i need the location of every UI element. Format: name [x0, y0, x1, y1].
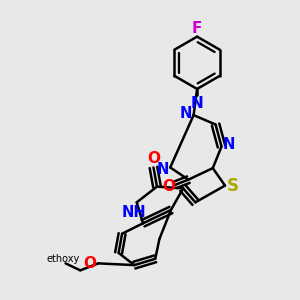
Text: N: N	[223, 137, 236, 152]
Text: N: N	[180, 106, 192, 121]
Text: O: O	[147, 151, 160, 166]
Text: N: N	[156, 162, 169, 177]
Text: O: O	[83, 256, 96, 271]
Text: NH: NH	[122, 205, 146, 220]
Text: O: O	[162, 179, 175, 194]
Text: N: N	[191, 97, 203, 112]
Text: F: F	[192, 22, 202, 37]
Text: S: S	[227, 177, 239, 195]
Text: ethoxy: ethoxy	[46, 254, 80, 264]
